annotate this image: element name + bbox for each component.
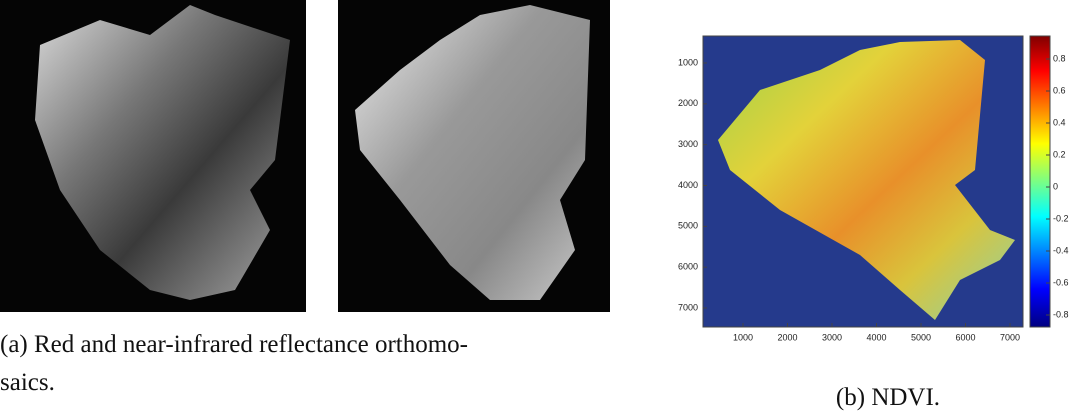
figure: (a) Red and near-infrared reflectance or… [0,0,1073,419]
x-tick-label: 3000 [822,332,842,342]
colorbar-tick-label: 0.4 [1053,117,1066,127]
x-tick-label: 1000 [733,332,753,342]
x-tick-label: 5000 [911,332,931,342]
colorbar-tick-label: -0.4 [1053,245,1069,255]
x-tick-label: 2000 [777,332,797,342]
colorbar-tick-label: 0.6 [1053,85,1066,95]
y-tick-label: 4000 [678,180,698,190]
y-tick-label: 1000 [678,57,698,67]
colorbar-tick-label: -0.6 [1053,277,1069,287]
colorbar-tick-label: -0.2 [1053,213,1069,223]
colorbar-tick-label: 0.2 [1053,149,1066,159]
y-tick-label: 2000 [678,98,698,108]
x-tick-label: 4000 [866,332,886,342]
colorbar-tick-label: 0.8 [1053,53,1066,63]
y-tick-label: 6000 [678,262,698,272]
caption-line: saics. [0,369,55,396]
x-tick-label: 7000 [1000,332,1020,342]
y-tick-label: 5000 [678,221,698,231]
y-tick-label: 7000 [678,302,698,312]
caption: (b) NDVI. [836,384,940,411]
x-tick-label: 6000 [955,332,975,342]
caption-line: (a) Red and near-infrared reflectance or… [0,331,468,358]
colorbar-tick-label: 0 [1053,181,1058,191]
colorbar-tick-label: -0.8 [1053,309,1069,319]
y-tick-label: 3000 [678,139,698,149]
